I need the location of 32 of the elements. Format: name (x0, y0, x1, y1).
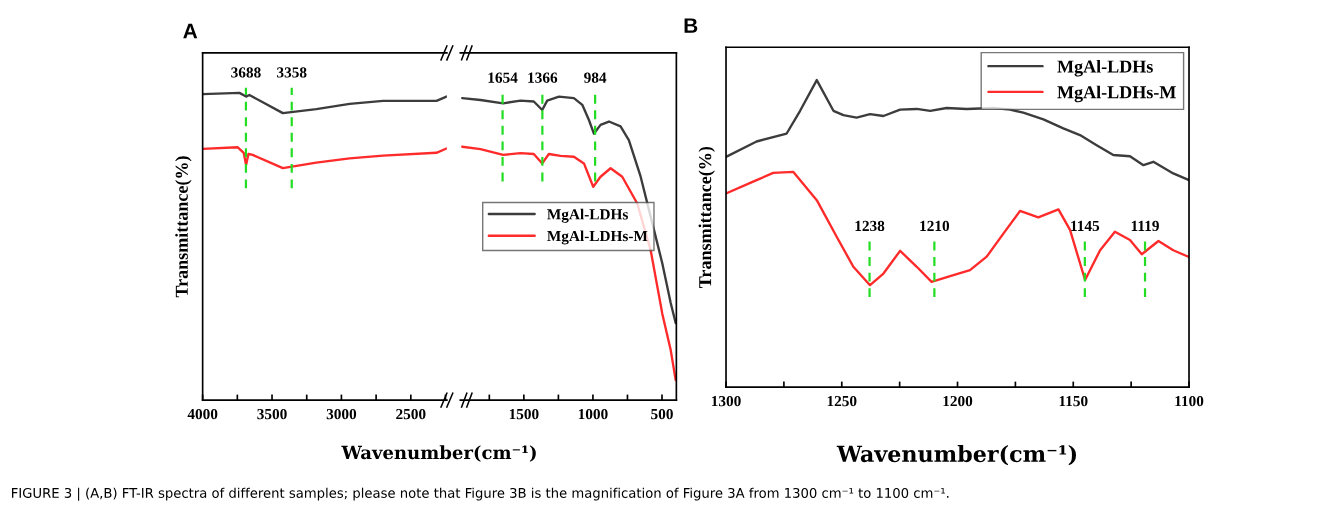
x-tick-label: 2500 (396, 408, 426, 420)
chart-title: A (183, 23, 198, 39)
legend-label: MgAl-LDHs (547, 208, 628, 223)
x-tick-label: 1200 (943, 395, 973, 407)
x-tick-label: 1000 (578, 408, 608, 420)
ref-line-label: 984 (584, 72, 607, 83)
ref-line-label: 1210 (920, 220, 950, 232)
ref-line-label: 1145 (1071, 220, 1100, 232)
x-tick-label: 500 (651, 408, 673, 420)
y-axis-title: Transmittance(%) (175, 156, 192, 298)
ref-line-label: 1654 (488, 72, 518, 83)
x-tick-label: 1150 (1059, 395, 1088, 407)
legend-label: MgAl-LDHs (1057, 59, 1153, 77)
x-tick-label: 1100 (1175, 395, 1204, 407)
x-tick-label: 4000 (187, 408, 218, 420)
x-tick-label: 1500 (509, 408, 539, 420)
chart-title: B (684, 18, 698, 33)
legend-label: MgAl-LDHs-M (547, 230, 648, 245)
x-tick-label: 3000 (326, 408, 357, 420)
x-tick-label: 1300 (711, 395, 741, 407)
ref-line-label: 1366 (528, 72, 558, 83)
ref-line-label: 3688 (231, 67, 261, 78)
caption: FIGURE 3 | (A,B) FT-IR spectra of different samples; please note that Figure 3B is the magnification of Figure 3A from 1300 cm⁻¹ to 1100 cm⁻¹. (12, 487, 949, 501)
ref-line-label: 1119 (1131, 220, 1159, 232)
x-axis-title: Wavenumber(cm⁻¹) (836, 444, 1076, 466)
x-tick-label: 3500 (257, 408, 287, 420)
ref-line-label: 3358 (277, 67, 307, 78)
x-tick-label: 1250 (827, 395, 857, 407)
y-axis-title: Transmittance(%) (698, 146, 715, 288)
ref-line-label: 1238 (855, 220, 885, 232)
legend-label: MgAl-LDHs-M (1057, 85, 1176, 103)
x-axis-title: Wavenumber(cm⁻¹) (341, 445, 536, 462)
